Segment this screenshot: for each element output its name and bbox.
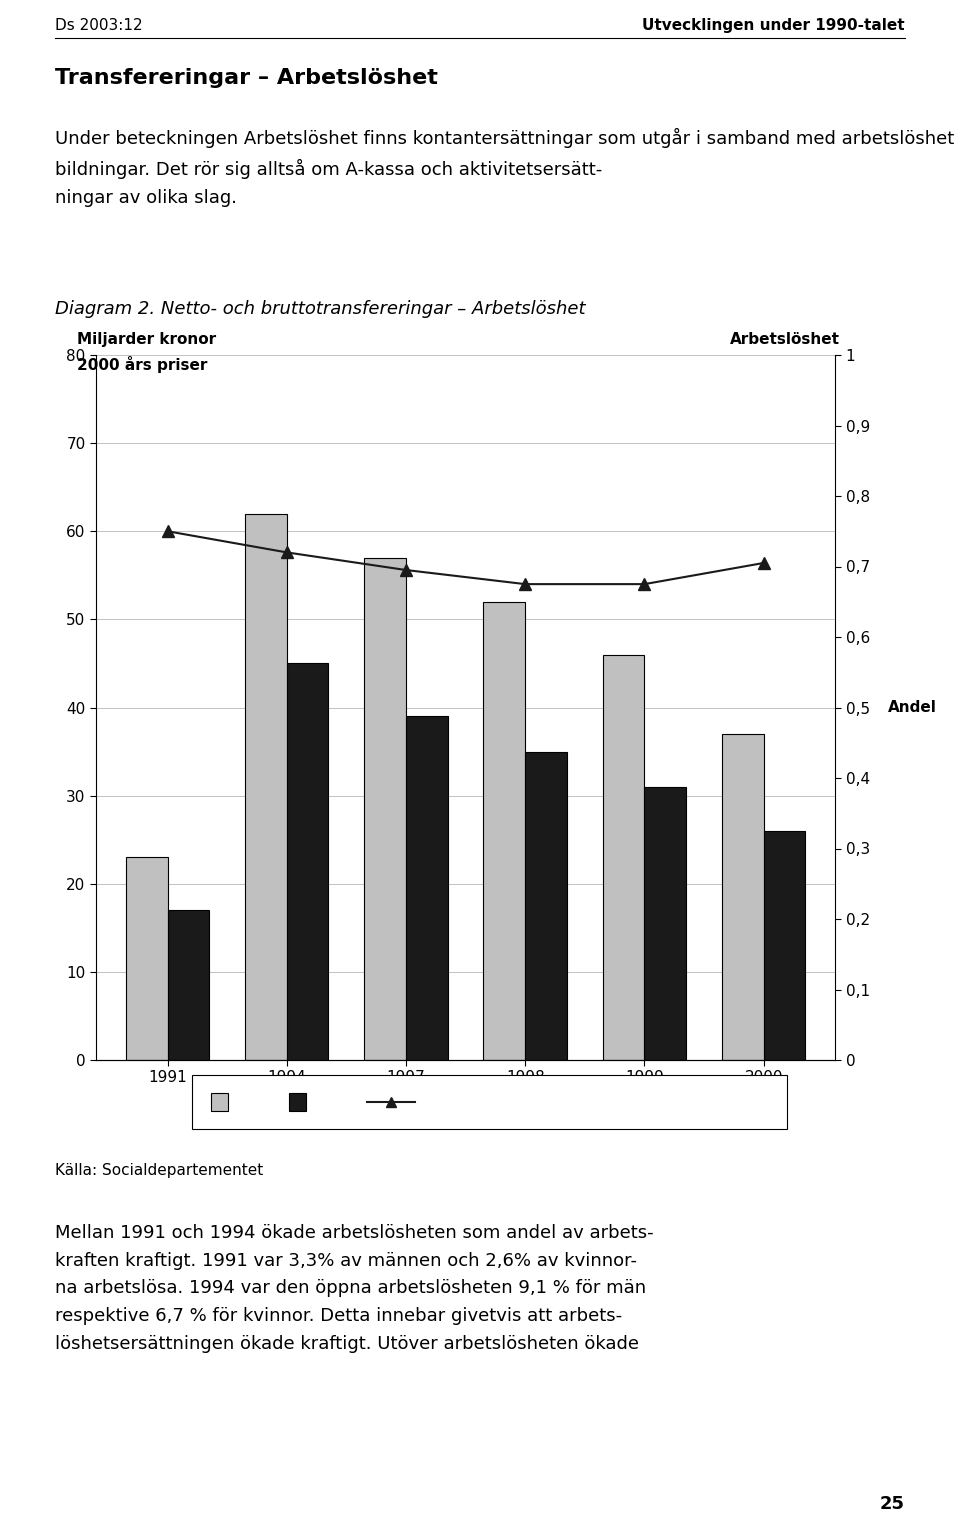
Bar bbox=[722, 733, 763, 1059]
Text: Miljarder kronor: Miljarder kronor bbox=[77, 332, 216, 348]
Text: Mellan 1991 och 1994 ökade arbetslösheten som andel av arbets-
kraften kraftigt.: Mellan 1991 och 1994 ökade arbetslöshete… bbox=[55, 1223, 654, 1353]
Bar bbox=[126, 857, 168, 1059]
Text: Transfereringar – Arbetslöshet: Transfereringar – Arbetslöshet bbox=[55, 67, 438, 87]
Text: Utvecklingen under 1990-talet: Utvecklingen under 1990-talet bbox=[642, 18, 905, 34]
Text: Brutto: Brutto bbox=[236, 1095, 284, 1110]
Text: Andel: Andel bbox=[888, 700, 937, 715]
Bar bbox=[603, 655, 644, 1059]
Bar bbox=[364, 557, 406, 1059]
Bar bbox=[287, 663, 328, 1059]
Text: Diagram 2. Netto- och bruttotransfereringar – Arbetslöshet: Diagram 2. Netto- och bruttotransfererin… bbox=[55, 300, 586, 318]
Bar bbox=[245, 513, 287, 1059]
Bar bbox=[763, 831, 805, 1059]
Text: Netto: Netto bbox=[314, 1095, 356, 1110]
Text: Ds 2003:12: Ds 2003:12 bbox=[55, 18, 143, 34]
Text: 2000 års priser: 2000 års priser bbox=[77, 357, 207, 374]
Text: Under beteckningen Arbetslöshet finns kontantersättningar som utgår i samband me: Under beteckningen Arbetslöshet finns ko… bbox=[55, 129, 960, 207]
Bar bbox=[406, 717, 447, 1059]
Bar bbox=[168, 911, 209, 1059]
Bar bbox=[484, 602, 525, 1059]
Bar bbox=[525, 752, 567, 1059]
Text: Källa: Socialdepartementet: Källa: Socialdepartementet bbox=[55, 1162, 263, 1177]
Text: Andel netto av brutto: Andel netto av brutto bbox=[422, 1095, 587, 1110]
Text: 25: 25 bbox=[880, 1494, 905, 1513]
Text: Arbetslöshet: Arbetslöshet bbox=[730, 332, 840, 348]
Bar bbox=[644, 787, 686, 1059]
